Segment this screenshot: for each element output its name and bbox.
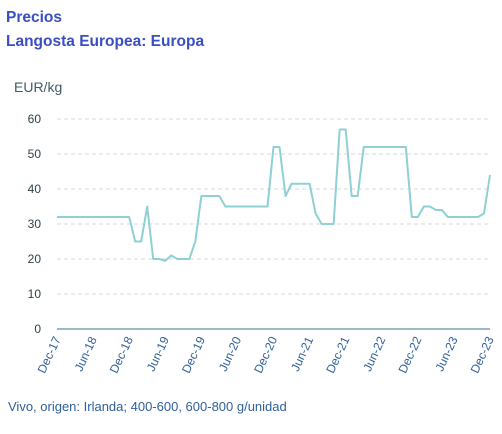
y-tick-label: 10: [28, 287, 42, 301]
gridlines: [57, 118, 490, 295]
x-tick-label: Jun-19: [144, 334, 172, 373]
x-tick-label: Jun-23: [432, 334, 460, 373]
y-tick-label: 40: [28, 182, 42, 196]
y-tick-label: 50: [28, 147, 42, 161]
chart-title: Precios: [6, 9, 63, 26]
x-tick-label: Jun-18: [72, 334, 100, 373]
x-tick-label: Dec-23: [468, 334, 497, 375]
x-tick-label: Dec-22: [396, 334, 425, 375]
x-tick-label: Dec-20: [251, 334, 280, 375]
x-tick-label: Dec-21: [323, 334, 352, 375]
chart-caption: Vivo, origen: Irlanda; 400-600, 600-800 …: [8, 399, 287, 414]
y-tick-label: 60: [28, 112, 42, 126]
series-line: [57, 128, 491, 262]
x-tick-label: Jun-20: [216, 334, 244, 373]
x-tick-label: Jun-21: [288, 334, 316, 373]
x-tick-label: Jun-22: [360, 334, 388, 373]
x-tick-label: Dec-19: [179, 334, 208, 375]
y-tick-labels: 0 10 20 30 40 50 60: [28, 112, 42, 336]
y-tick-label: 20: [28, 252, 42, 266]
y-tick-label: 0: [34, 322, 41, 336]
x-tick-label: Dec-17: [35, 334, 64, 375]
y-tick-label: 30: [28, 217, 42, 231]
x-tick-label: Dec-18: [107, 334, 136, 375]
y-axis-label: EUR/kg: [14, 79, 63, 95]
chart-subtitle: Langosta Europea: Europa: [6, 33, 205, 50]
x-tick-labels: Dec-17 Jun-18 Dec-18 Jun-19 Dec-19 Jun-20 Dec-…: [35, 334, 497, 375]
